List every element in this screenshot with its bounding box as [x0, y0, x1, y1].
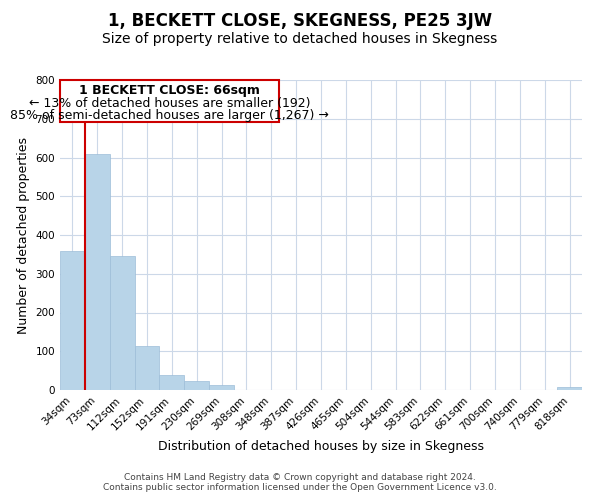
Bar: [557, 387, 582, 390]
Bar: [209, 384, 234, 390]
Text: Contains HM Land Registry data © Crown copyright and database right 2024.: Contains HM Land Registry data © Crown c…: [124, 474, 476, 482]
X-axis label: Distribution of detached houses by size in Skegness: Distribution of detached houses by size …: [158, 440, 484, 453]
Bar: [110, 256, 134, 390]
Y-axis label: Number of detached properties: Number of detached properties: [17, 136, 30, 334]
Bar: [85, 154, 110, 390]
FancyBboxPatch shape: [60, 80, 279, 122]
Bar: [160, 374, 184, 390]
Bar: [60, 252, 85, 390]
Text: Contains public sector information licensed under the Open Government Licence v3: Contains public sector information licen…: [103, 484, 497, 492]
Text: 85% of semi-detached houses are larger (1,267) →: 85% of semi-detached houses are larger (…: [10, 109, 329, 122]
Bar: [134, 346, 160, 390]
Text: 1 BECKETT CLOSE: 66sqm: 1 BECKETT CLOSE: 66sqm: [79, 84, 260, 97]
Text: 1, BECKETT CLOSE, SKEGNESS, PE25 3JW: 1, BECKETT CLOSE, SKEGNESS, PE25 3JW: [108, 12, 492, 30]
Text: Size of property relative to detached houses in Skegness: Size of property relative to detached ho…: [103, 32, 497, 46]
Text: ← 13% of detached houses are smaller (192): ← 13% of detached houses are smaller (19…: [29, 96, 310, 110]
Bar: [184, 382, 209, 390]
